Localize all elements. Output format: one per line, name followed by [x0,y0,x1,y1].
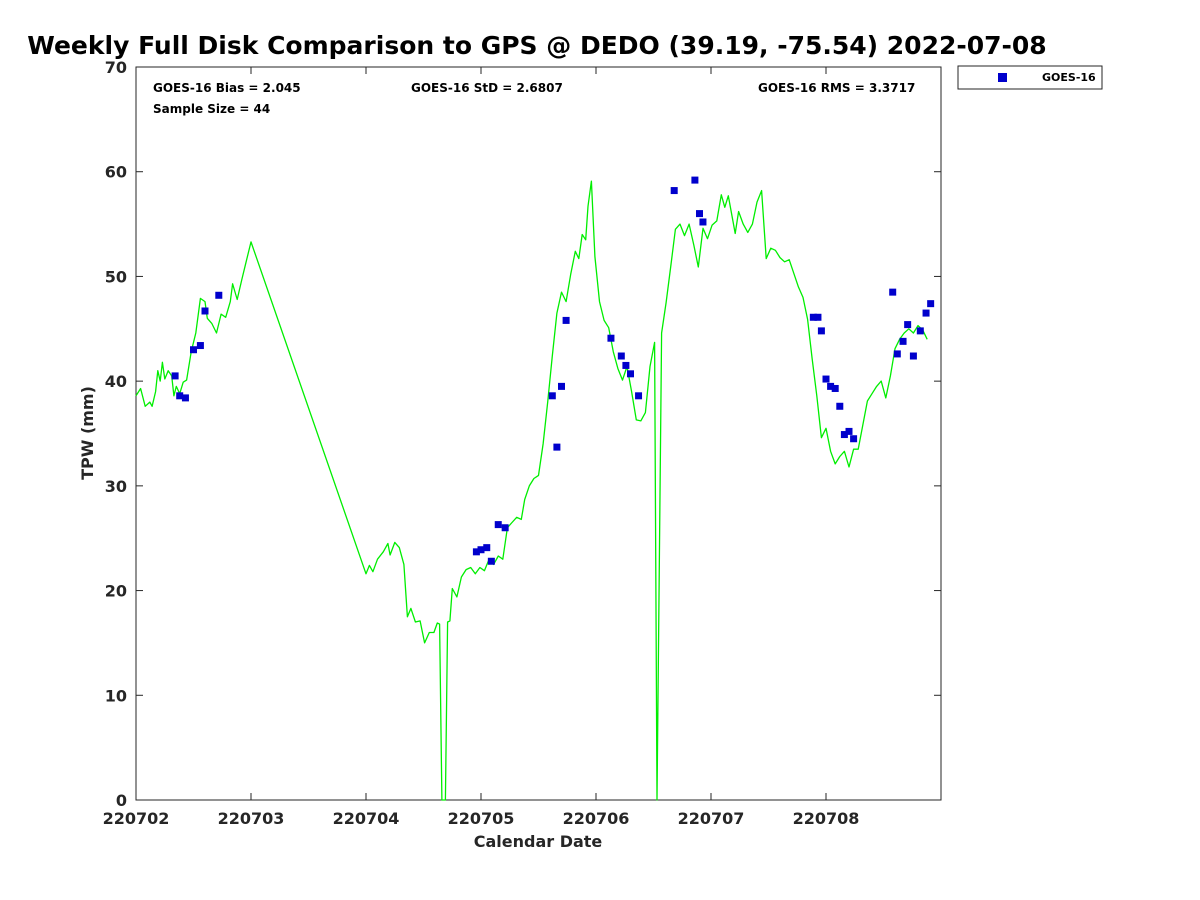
y-tick-label: 10 [105,686,127,705]
goes16-point [494,521,502,529]
goes16-point [899,337,907,345]
x-axis-label: Calendar Date [474,832,603,851]
goes16-point [827,382,835,390]
goes16-point [171,372,179,380]
goes16-point [487,557,495,565]
goes16-point [850,435,858,443]
goes16-point [822,375,830,383]
goes16-point [472,548,480,556]
goes16-point [622,361,630,369]
stat-std: GOES-16 StD = 2.6807 [411,81,563,95]
stat-rms: GOES-16 RMS = 3.3717 [758,81,915,95]
goes16-point [201,307,209,315]
x-tick-label: 220706 [563,809,630,828]
goes16-point [627,370,634,378]
goes16-point [670,187,678,195]
goes16-point [607,334,615,342]
plot-area [135,66,942,801]
goes16-point [836,402,844,410]
goes16-point [699,218,707,226]
goes16-point [483,544,491,552]
legend-label-goes16: GOES-16 [1042,71,1096,84]
goes16-point [501,524,509,532]
goes16-point [831,384,839,392]
goes16-point [691,176,699,184]
y-tick-label: 20 [105,582,127,601]
goes16-point [927,300,935,308]
goes16-point [696,210,703,218]
goes16-point [840,431,848,439]
x-tick-label: 220708 [793,809,860,828]
goes16-point [809,313,817,321]
y-tick-label: 60 [105,163,127,182]
gps-line [135,180,928,801]
y-axis: 0 10 20 30 40 50 60 70 [105,58,941,810]
x-tick-label: 220704 [333,809,400,828]
x-tick-label: 220702 [103,809,170,828]
goes16-point [562,316,570,324]
goes16-point [548,392,556,400]
x-axis: 220702 220703 220704 220705 220706 220707 2207… [103,67,860,828]
y-tick-label: 40 [105,372,127,391]
goes16-point [617,352,625,360]
goes16-point [904,321,912,329]
goes16-series [171,176,935,565]
goes16-point [181,394,189,402]
goes16-point [196,342,204,350]
y-tick-label: 0 [116,791,127,810]
gps-series [135,180,928,801]
goes16-point [817,327,825,335]
goes16-point [477,546,485,554]
x-tick-label: 220707 [678,809,745,828]
stat-sample-size: Sample Size = 44 [153,102,270,116]
legend: GOES-16 [957,65,1103,90]
x-tick-label: 220703 [218,809,285,828]
goes16-point [916,327,924,335]
goes16-point [635,392,643,400]
stat-bias: GOES-16 Bias = 2.045 [153,81,301,95]
goes16-point [893,350,901,358]
goes16-point [889,288,897,296]
goes16-point [922,309,930,317]
legend-box [957,65,1103,90]
goes16-point [176,392,184,400]
chart-title: Weekly Full Disk Comparison to GPS @ DED… [27,31,1046,60]
goes16-point [558,382,565,390]
goes16-point [845,427,853,435]
y-tick-label: 30 [105,477,127,496]
y-tick-label: 50 [105,267,127,286]
goes16-point [909,352,917,360]
goes16-point [190,346,197,354]
y-tick-label: 70 [105,58,127,77]
goes16-point [215,291,223,299]
x-tick-label: 220705 [448,809,515,828]
y-axis-label: TPW (mm) [78,386,97,480]
goes16-point [553,443,561,451]
legend-marker-goes16 [998,73,1007,82]
goes16-point [814,313,822,321]
